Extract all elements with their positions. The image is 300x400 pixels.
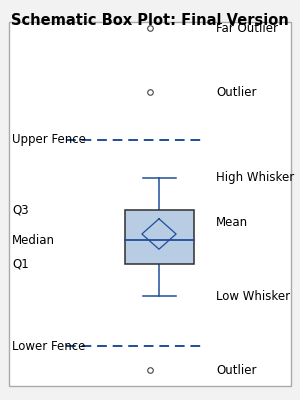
- Text: Median: Median: [12, 234, 55, 246]
- Text: Upper Fence: Upper Fence: [12, 134, 86, 146]
- Text: Low Whisker: Low Whisker: [216, 290, 290, 302]
- FancyBboxPatch shape: [9, 22, 291, 386]
- Text: Q3: Q3: [12, 204, 28, 216]
- Text: Schematic Box Plot: Final Version: Schematic Box Plot: Final Version: [11, 13, 289, 28]
- Text: Lower Fence: Lower Fence: [12, 340, 85, 352]
- Text: Outlier: Outlier: [216, 86, 256, 98]
- Text: Mean: Mean: [216, 216, 248, 228]
- Text: Q1: Q1: [12, 258, 29, 270]
- FancyBboxPatch shape: [124, 210, 194, 264]
- Text: Outlier: Outlier: [216, 364, 256, 376]
- Text: High Whisker: High Whisker: [216, 172, 294, 184]
- Text: Far Outlier: Far Outlier: [216, 22, 278, 34]
